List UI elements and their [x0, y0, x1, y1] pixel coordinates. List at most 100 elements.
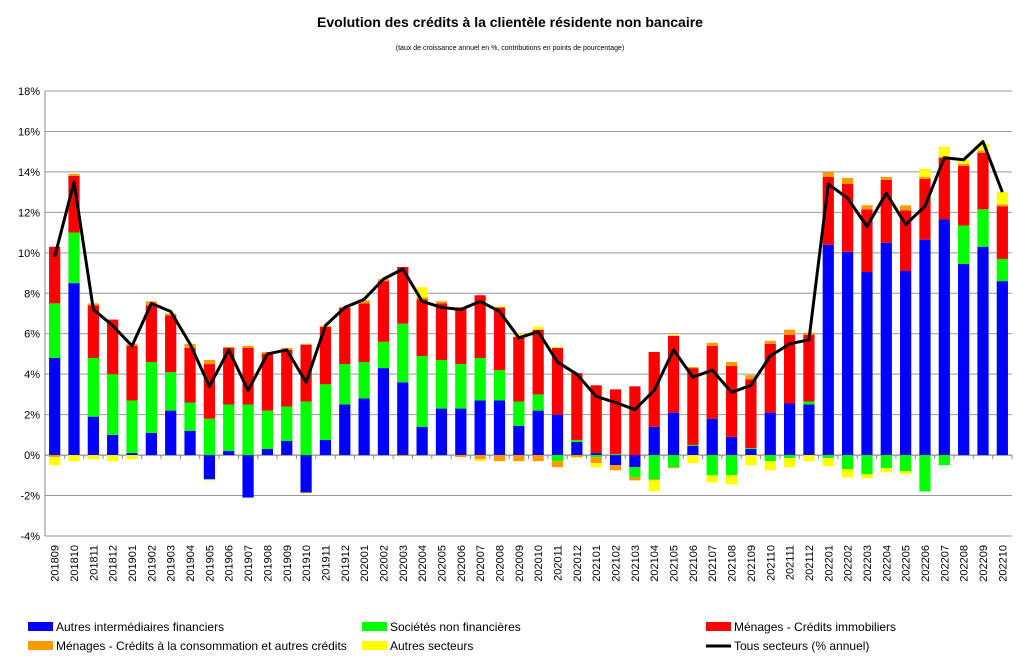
bar-segment: [49, 455, 60, 457]
bar-segment: [126, 455, 137, 459]
bar-segment: [204, 360, 215, 364]
x-tick-label: 202209: [978, 545, 990, 582]
bar-segment: [687, 368, 698, 445]
x-tick-label: 202102: [611, 545, 623, 582]
bar-segment: [919, 240, 930, 455]
bar-segment: [745, 379, 756, 448]
bar-segment: [533, 394, 544, 410]
bar-segment: [436, 360, 447, 409]
legend-swatch: [362, 641, 387, 650]
bar-segment: [591, 463, 602, 467]
bar-segment: [610, 454, 621, 455]
x-tick-label: 201902: [146, 545, 158, 582]
bar-segment: [842, 455, 853, 469]
bar-segment: [513, 426, 524, 455]
x-tick-label: 202009: [514, 545, 526, 582]
x-tick-label: 202208: [959, 545, 971, 582]
bar-segment: [417, 356, 428, 427]
x-tick-label: 202010: [533, 545, 545, 582]
bar-segment: [204, 455, 215, 479]
bar-segment: [939, 455, 950, 465]
bar-segment: [494, 455, 505, 461]
bar-segment: [687, 445, 698, 446]
x-tick-label: 201908: [262, 545, 274, 582]
bar-segment: [300, 344, 311, 345]
x-tick-label: 201811: [88, 545, 100, 581]
y-tick-label: 12%: [18, 207, 40, 219]
bar-segment: [649, 480, 660, 491]
bar-segment: [475, 400, 486, 455]
x-tick-label: 202005: [436, 545, 448, 582]
legend-label: Autres intermédiaires financiers: [56, 620, 224, 634]
bar-segment: [49, 358, 60, 455]
bar-segment: [784, 458, 795, 467]
x-tick-label: 202001: [359, 545, 371, 582]
bar-segment: [842, 178, 853, 184]
bar-segment: [494, 370, 505, 400]
bar-segment: [571, 455, 582, 457]
bar-segment: [126, 400, 137, 453]
y-tick-label: -2%: [20, 491, 40, 503]
bar-segment: [958, 264, 969, 455]
bar-segment: [900, 471, 911, 474]
bar-segment: [881, 243, 892, 455]
bar-segment: [629, 477, 640, 480]
bar-segment: [745, 449, 756, 455]
bar-segment: [803, 405, 814, 456]
bar-segment: [68, 283, 79, 455]
x-tick-label: 201912: [340, 545, 352, 582]
bar-segment: [339, 405, 350, 456]
bar-segment: [745, 448, 756, 449]
bar-segment: [68, 174, 79, 176]
bar-segment: [610, 455, 621, 465]
bar-segment: [359, 398, 370, 455]
bar-segment: [842, 252, 853, 455]
bar-segment: [842, 469, 853, 477]
bar-segment: [513, 401, 524, 425]
bar-segment: [223, 347, 234, 348]
bar-segment: [726, 366, 737, 437]
x-tick-label: 201909: [282, 545, 294, 582]
bar-segment: [823, 172, 834, 177]
chart-title: Evolution des crédits à la clientèle rés…: [317, 14, 703, 30]
x-tick-label: 202012: [572, 545, 584, 582]
x-tick-label: 202007: [475, 545, 487, 582]
legend-swatch: [28, 622, 53, 631]
bar-segment: [204, 479, 215, 480]
bar-segment: [861, 474, 872, 478]
y-tick-label: 2%: [24, 410, 40, 422]
bar-segment: [475, 459, 486, 461]
bar-segment: [378, 368, 389, 455]
y-tick-label: 16%: [18, 126, 40, 138]
bar-segment: [204, 419, 215, 455]
bar-segment: [881, 180, 892, 243]
bar-segment: [726, 437, 737, 455]
bar-segment: [997, 192, 1008, 204]
bar-segment: [320, 440, 331, 455]
bar-segment: [204, 364, 215, 419]
bar-segment: [281, 407, 292, 441]
legend-swatch: [362, 622, 387, 631]
bar-segment: [146, 362, 157, 433]
bar-segment: [378, 281, 389, 342]
y-tick-label: 10%: [18, 248, 40, 260]
bar-segment: [359, 362, 370, 398]
bar-segment: [649, 427, 660, 455]
y-axis-ticks: -4%-2%0%2%4%6%8%10%12%14%16%18%: [18, 86, 40, 543]
bar-segment: [300, 493, 311, 494]
bar-segment: [397, 455, 408, 456]
bar-segment: [726, 455, 737, 475]
bar-segment: [591, 455, 602, 457]
bar-segment: [707, 475, 718, 482]
bar-segment: [126, 346, 137, 401]
bar-segment: [726, 475, 737, 484]
bar-segment: [223, 405, 234, 452]
x-tick-label: 201904: [185, 545, 197, 582]
x-tick-label: 201907: [243, 545, 255, 582]
x-tick-label: 201911: [320, 545, 332, 581]
x-tick-label: 202110: [765, 545, 777, 581]
bar-segment: [861, 205, 872, 209]
x-tick-label: 202205: [901, 545, 913, 582]
bar-segment: [107, 455, 118, 461]
x-tick-label: 201810: [69, 545, 81, 582]
